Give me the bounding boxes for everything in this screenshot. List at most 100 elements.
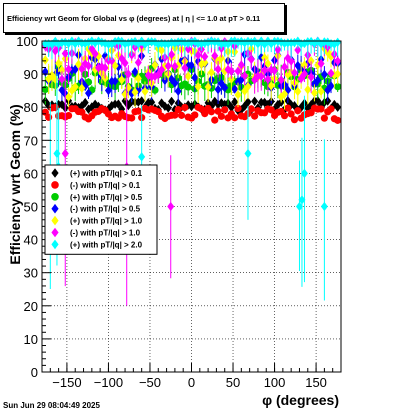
data-point — [257, 71, 265, 81]
data-point — [85, 104, 93, 114]
y-tick-label: 100 — [16, 34, 38, 49]
data-point — [267, 81, 275, 91]
x-tick-label: −50 — [139, 375, 161, 390]
data-point — [111, 61, 119, 71]
x-tick-label: −150 — [52, 375, 81, 390]
data-point — [317, 105, 325, 113]
data-point — [81, 59, 89, 69]
data-point — [227, 74, 235, 84]
data-point — [304, 84, 312, 95]
x-tick-label: −100 — [94, 375, 123, 390]
data-point — [85, 61, 93, 71]
y-axis-label: Efficiency wrt Geom (%) — [7, 104, 23, 264]
data-point — [201, 57, 209, 68]
series-6 — [41, 36, 342, 301]
data-point — [330, 99, 338, 110]
legend-marker — [51, 203, 59, 214]
data-point — [177, 111, 186, 119]
data-point — [204, 82, 212, 92]
data-point — [191, 73, 199, 83]
data-point — [300, 168, 308, 179]
data-point — [307, 72, 315, 82]
data-point — [141, 86, 149, 97]
data-point — [58, 85, 66, 95]
data-point — [201, 109, 209, 118]
data-point — [314, 96, 322, 106]
data-point — [297, 73, 305, 84]
data-point — [334, 102, 342, 112]
data-point — [217, 112, 225, 120]
data-point — [174, 105, 182, 114]
data-point — [217, 98, 225, 108]
data-point — [280, 112, 289, 120]
data-point — [171, 111, 179, 119]
legend-marker — [51, 181, 59, 189]
data-point — [287, 67, 295, 78]
data-point — [281, 89, 289, 99]
legend-label: (-) with pT/|q| > 0.5 — [70, 205, 141, 214]
plot-data — [41, 36, 342, 306]
data-point — [261, 65, 269, 75]
data-point — [51, 103, 59, 112]
data-point — [247, 54, 255, 65]
data-point — [184, 83, 192, 91]
legend-marker — [51, 239, 59, 250]
data-point — [271, 65, 279, 76]
data-point — [287, 110, 295, 118]
data-point — [295, 201, 303, 212]
data-point — [294, 107, 302, 115]
data-point — [131, 67, 139, 77]
data-point — [207, 108, 216, 116]
data-point — [164, 61, 172, 71]
data-point — [261, 53, 269, 63]
data-point — [171, 61, 179, 72]
data-point — [58, 74, 66, 84]
data-point — [65, 64, 73, 74]
data-point — [298, 195, 306, 205]
data-point — [231, 97, 239, 107]
data-point — [114, 99, 122, 109]
data-point — [94, 63, 102, 73]
x-tick-label: 0 — [188, 375, 195, 390]
legend-label: (-) with pT/|q| > 1.0 — [70, 229, 141, 238]
data-point — [327, 81, 335, 91]
data-point — [111, 76, 119, 86]
data-point — [118, 36, 126, 47]
data-point — [231, 84, 239, 94]
data-point — [45, 113, 53, 121]
legend-label: (+) with pT/|q| > 1.0 — [70, 217, 143, 226]
data-point — [134, 57, 142, 68]
data-point — [201, 51, 209, 62]
data-point — [98, 62, 106, 72]
data-point — [294, 86, 302, 97]
data-point — [310, 88, 318, 98]
y-tick-label: 10 — [24, 332, 38, 347]
timestamp: Sun Jun 29 08:04:49 2025 — [3, 401, 100, 410]
x-tick-label: 150 — [305, 375, 327, 390]
data-point — [221, 106, 229, 114]
data-point — [108, 56, 116, 66]
data-point — [290, 68, 298, 78]
data-point — [247, 105, 255, 113]
data-point — [124, 83, 132, 93]
data-point — [58, 99, 66, 109]
data-point — [78, 64, 86, 74]
data-point — [310, 79, 318, 89]
y-tick-label: 80 — [24, 100, 38, 115]
data-point — [85, 88, 93, 98]
data-point — [290, 116, 299, 124]
data-point — [234, 104, 242, 113]
data-point — [244, 97, 252, 107]
data-point — [244, 148, 252, 159]
data-point — [168, 49, 176, 60]
data-point — [327, 105, 335, 113]
data-point — [118, 75, 126, 85]
data-point — [101, 38, 109, 49]
data-point — [287, 56, 295, 66]
data-point — [161, 75, 169, 86]
data-point — [121, 58, 129, 68]
legend-label: (+) with pT/|q| > 2.0 — [70, 240, 143, 249]
data-point — [281, 62, 289, 72]
data-point — [294, 60, 302, 71]
